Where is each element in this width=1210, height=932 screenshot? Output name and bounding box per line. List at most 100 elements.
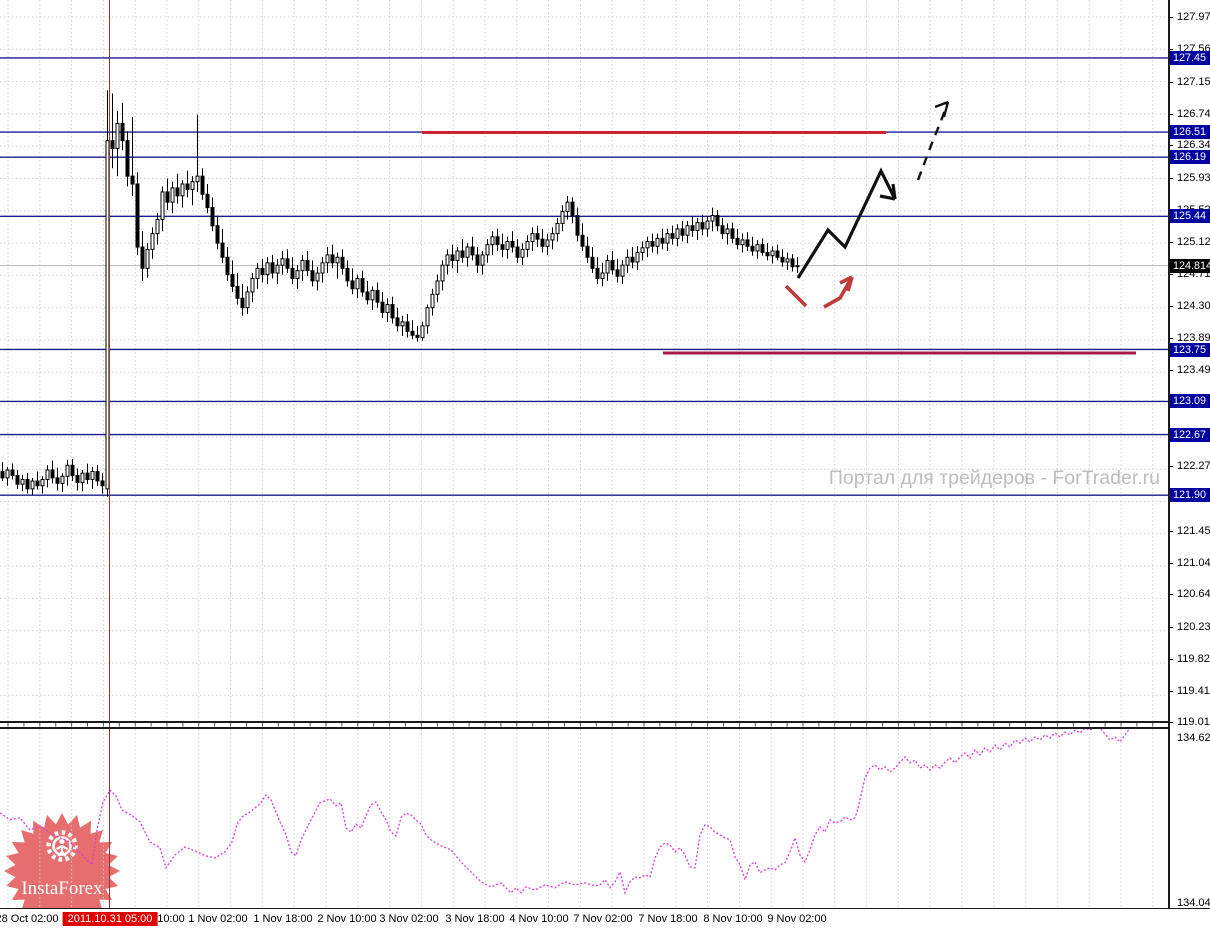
candle [465, 246, 470, 258]
candle [200, 175, 205, 195]
time-label: 4 Nov 10:00 [509, 913, 569, 925]
candle [330, 254, 335, 264]
price-tick-label: 125.930 [1177, 172, 1210, 184]
arrowhead [942, 101, 950, 118]
candle [510, 241, 515, 248]
price-tick [1168, 531, 1173, 532]
candle [500, 244, 505, 250]
price-tick [1168, 370, 1173, 371]
candle [660, 237, 665, 244]
candle [455, 250, 460, 261]
candle [395, 317, 400, 327]
time-label: 9 Nov 02:00 [767, 913, 827, 925]
candle [70, 464, 75, 476]
price-tick [1168, 691, 1173, 692]
time-label: 7 Nov 18:00 [638, 913, 698, 925]
candle [40, 478, 45, 487]
candle [295, 270, 300, 280]
candle [545, 239, 550, 247]
candle [795, 265, 800, 268]
candle [375, 289, 380, 303]
level-lines [0, 57, 1168, 496]
candle [420, 325, 425, 339]
grid-lines [0, 0, 1168, 727]
time-label: 8 Nov 10:00 [703, 913, 763, 925]
candle [730, 228, 735, 239]
candle [180, 183, 185, 197]
arrowhead [879, 194, 896, 201]
price-tick [1168, 114, 1173, 115]
candle [80, 472, 85, 484]
candle [115, 122, 120, 150]
candle [715, 215, 720, 227]
candle [300, 259, 305, 272]
candle [770, 250, 775, 257]
candle [185, 183, 190, 191]
price-tick [1168, 242, 1173, 243]
candle [305, 259, 310, 272]
time-axis[interactable]: 28 Oct 02:00 2011.10.31 05:00 10:00 1 Nov 0… [0, 909, 1210, 932]
price-tick-label: 119.410 [1177, 685, 1210, 697]
price-tick-label: 127.150 [1177, 76, 1210, 88]
candle [380, 301, 385, 313]
candle [515, 246, 520, 258]
candle [255, 267, 260, 280]
price-axis[interactable]: 127.970127.560127.150126.740126.340125.9… [1168, 0, 1210, 909]
candle [370, 289, 375, 301]
price-tick [1168, 82, 1173, 83]
candle [360, 278, 365, 293]
price-tick [1168, 594, 1173, 595]
candle [680, 228, 685, 236]
candle [400, 321, 405, 327]
candle [335, 256, 340, 264]
price-tick [1168, 659, 1173, 660]
candle [540, 238, 545, 247]
candle [50, 469, 55, 479]
candle [525, 241, 530, 250]
candle [785, 258, 790, 263]
candle [140, 246, 145, 269]
candle [265, 262, 270, 276]
price-tick [1168, 563, 1173, 564]
price-tick-label: 127.970 [1177, 11, 1210, 23]
candle [495, 236, 500, 246]
candle [35, 480, 40, 487]
arrowhead [891, 183, 897, 200]
candle [710, 215, 715, 222]
candle [25, 478, 30, 490]
watermark-text: Портал для трейдеров - ForTrader.ru [829, 467, 1160, 489]
candle [60, 475, 65, 484]
candle [385, 304, 390, 313]
price-tick-label: 119.010 [1177, 716, 1210, 728]
candle [275, 264, 280, 274]
time-label: 2 Nov 10:00 [317, 913, 377, 925]
candle [220, 242, 225, 258]
candle [250, 278, 255, 293]
time-label: 7 Nov 02:00 [573, 913, 633, 925]
highlighted-price-label: 123.75 [1170, 343, 1210, 357]
candle [365, 291, 370, 301]
candle [85, 472, 90, 480]
candle [270, 262, 275, 274]
candle [560, 211, 565, 224]
candle [290, 267, 295, 280]
time-label: 1 Nov 18:00 [253, 913, 313, 925]
candle [165, 191, 170, 203]
candle [505, 241, 510, 250]
candle [410, 330, 415, 336]
time-label: 10:00 [157, 913, 185, 925]
logo-starburst-icon [4, 813, 120, 929]
candle [490, 236, 495, 246]
indicator-panel [0, 727, 1154, 908]
highlighted-price-label: 122.67 [1170, 428, 1210, 442]
candle [475, 254, 480, 266]
candle [20, 478, 25, 485]
price-tick-label: 120.230 [1177, 621, 1210, 633]
candle [10, 469, 15, 476]
projection-zigzag-arrow [796, 167, 897, 279]
candle [610, 259, 615, 271]
candle [635, 252, 640, 263]
candle [195, 175, 200, 183]
candle [470, 246, 475, 256]
